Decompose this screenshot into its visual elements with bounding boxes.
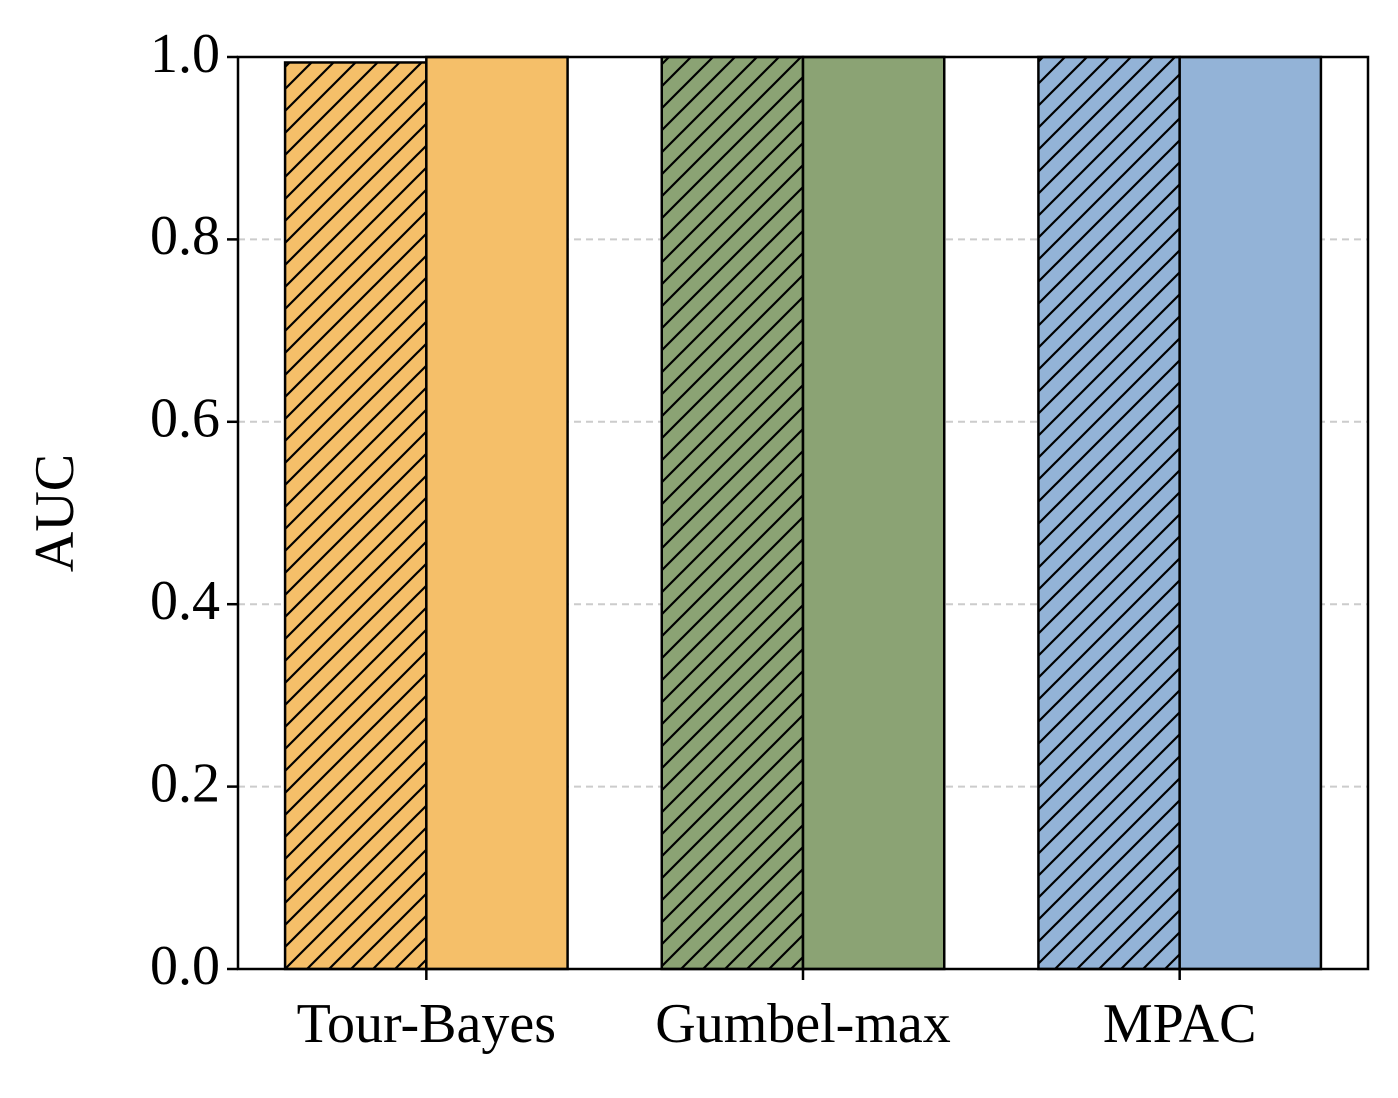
bar xyxy=(803,57,945,969)
x-tick-label: Tour-Bayes xyxy=(297,993,556,1055)
y-tick-label: 0.4 xyxy=(150,570,220,632)
y-tick-label: 0.8 xyxy=(150,205,220,267)
y-tick-label: 1.0 xyxy=(150,23,220,85)
bar-hatch xyxy=(661,57,803,969)
y-axis-label: AUC xyxy=(24,454,86,572)
y-tick-label: 0.2 xyxy=(150,752,220,814)
bar xyxy=(1179,57,1321,969)
y-tick-label: 0.6 xyxy=(150,388,220,450)
y-tick-label: 0.0 xyxy=(150,935,220,997)
x-tick-label: Gumbel-max xyxy=(655,993,950,1055)
bar xyxy=(426,57,568,969)
x-tick-label: MPAC xyxy=(1103,993,1257,1055)
bar-hatch xyxy=(285,62,427,970)
bar-hatch xyxy=(1038,57,1180,969)
